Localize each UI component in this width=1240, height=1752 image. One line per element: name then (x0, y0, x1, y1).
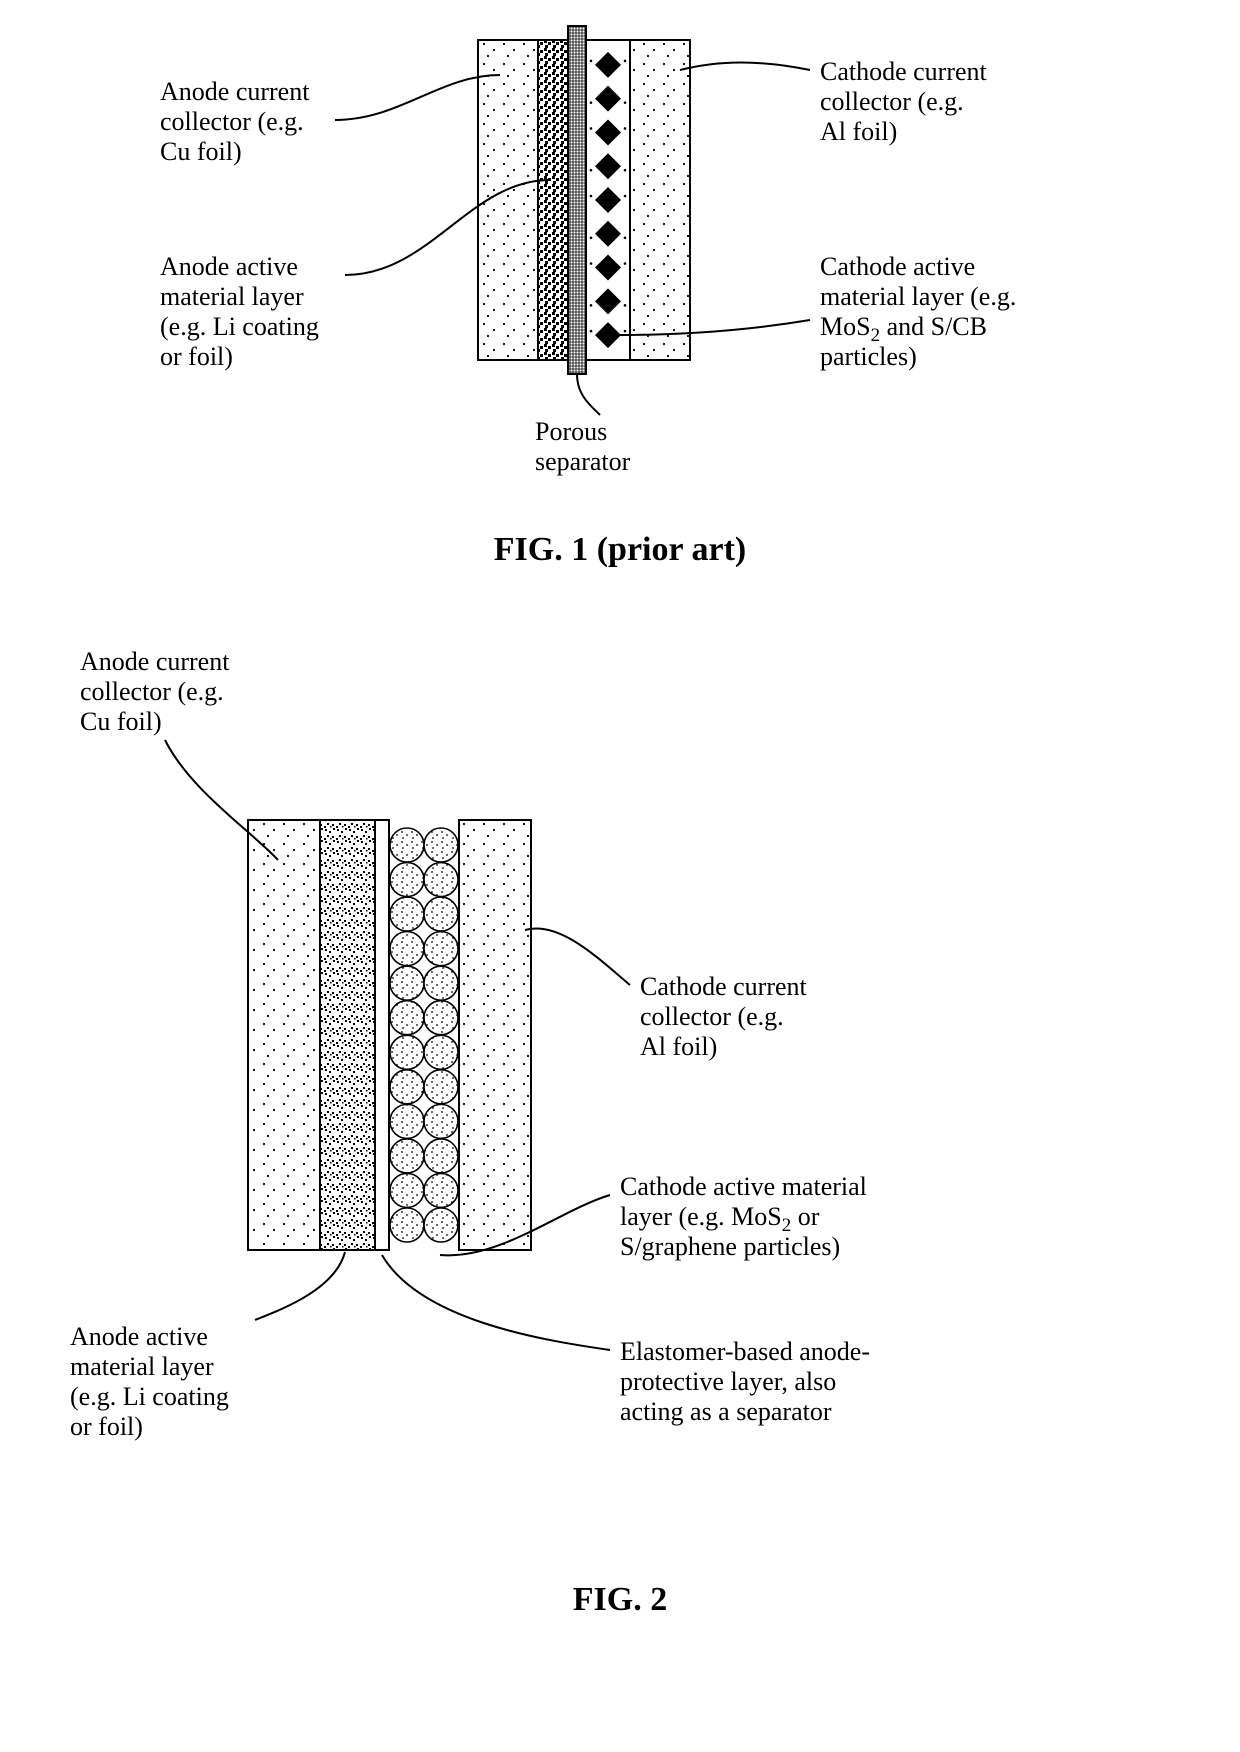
fig1-caption: FIG. 1 (prior art) (494, 531, 746, 568)
svg-text:protective layer, also: protective layer, also (620, 1367, 836, 1396)
cathode-particle (424, 1173, 458, 1207)
fig2-label-anode-active: Anode active material layer (e.g. Li coa… (70, 1252, 345, 1441)
svg-text:S/graphene particles): S/graphene particles) (620, 1232, 840, 1261)
cathode-particle (424, 1001, 458, 1035)
cathode-particle (390, 863, 424, 897)
svg-text:collector (e.g.: collector (e.g. (640, 1002, 784, 1031)
fig2-label-elastomer: Elastomer-based anode- protective layer,… (382, 1255, 870, 1426)
svg-text:(e.g. Li coating: (e.g. Li coating (70, 1382, 229, 1411)
cathode-particle (390, 1035, 424, 1069)
cathode-particle (424, 863, 458, 897)
cathode-particle (390, 1139, 424, 1173)
fig2-cathode-active (389, 820, 459, 1250)
cathode-particle (424, 1139, 458, 1173)
fig1-anode-active (538, 40, 568, 360)
cathode-particle (390, 1070, 424, 1104)
svg-text:particles): particles) (820, 342, 917, 371)
svg-text:or foil): or foil) (70, 1412, 143, 1441)
svg-text:separator: separator (535, 447, 631, 476)
cathode-particle (390, 1104, 424, 1138)
svg-text:Cathode current: Cathode current (820, 57, 988, 86)
svg-text:Cathode active material: Cathode active material (620, 1172, 867, 1201)
svg-text:material layer: material layer (70, 1352, 214, 1381)
figure-canvas: Anode current collector (e.g. Cu foil) A… (0, 0, 1240, 1752)
svg-text:Al foil): Al foil) (640, 1032, 717, 1061)
fig1-cathode-collector (630, 40, 690, 360)
svg-text:Porous: Porous (535, 417, 607, 446)
cathode-particle (390, 1001, 424, 1035)
cathode-particle (390, 932, 424, 966)
cathode-particle (424, 1208, 458, 1242)
cathode-particle (390, 966, 424, 1000)
fig1-label-anode-collector: Anode current collector (e.g. Cu foil) (160, 75, 500, 166)
cathode-particle (424, 1070, 458, 1104)
cathode-particle (424, 1035, 458, 1069)
svg-text:acting as a separator: acting as a separator (620, 1397, 832, 1426)
fig1-label-cathode-collector: Cathode current collector (e.g. Al foil) (680, 57, 988, 146)
fig2-label-cathode-collector: Cathode current collector (e.g. Al foil) (525, 928, 808, 1061)
svg-text:material layer: material layer (160, 282, 304, 311)
svg-text:Al foil): Al foil) (820, 117, 897, 146)
svg-text:Cathode active: Cathode active (820, 252, 975, 281)
svg-text:material layer (e.g.: material layer (e.g. (820, 282, 1016, 311)
fig1-label-separator: Porous separator (535, 374, 631, 476)
cathode-particle (424, 897, 458, 931)
svg-text:Anode current: Anode current (160, 77, 310, 106)
cathode-particle (424, 1104, 458, 1138)
fig1-separator (568, 26, 586, 374)
fig2-elastomer-layer (375, 820, 389, 1250)
cathode-particle (390, 1173, 424, 1207)
fig2-anode-active (320, 820, 375, 1250)
fig2-anode-collector (248, 820, 320, 1250)
svg-text:Elastomer-based anode-: Elastomer-based anode- (620, 1337, 870, 1366)
svg-text:collector (e.g.: collector (e.g. (820, 87, 964, 116)
cathode-particle (424, 828, 458, 862)
svg-text:Anode current: Anode current (80, 647, 230, 676)
svg-text:collector (e.g.: collector (e.g. (160, 107, 304, 136)
svg-text:Cu foil): Cu foil) (80, 707, 162, 736)
svg-text:Cathode current: Cathode current (640, 972, 808, 1001)
cathode-particle (390, 1208, 424, 1242)
svg-text:(e.g. Li coating: (e.g. Li coating (160, 312, 319, 341)
svg-text:or foil): or foil) (160, 342, 233, 371)
fig2-cathode-collector (459, 820, 531, 1250)
svg-text:Anode active: Anode active (160, 252, 298, 281)
cathode-particle (424, 932, 458, 966)
fig2: Anode current collector (e.g. Cu foil) C… (70, 647, 870, 1618)
fig2-caption: FIG. 2 (573, 1581, 667, 1618)
cathode-particle (390, 897, 424, 931)
svg-text:layer (e.g. MoS2 or: layer (e.g. MoS2 or (620, 1202, 820, 1236)
svg-text:Anode active: Anode active (70, 1322, 208, 1351)
svg-text:MoS2 and S/CB: MoS2 and S/CB (820, 312, 987, 346)
fig1: Anode current collector (e.g. Cu foil) A… (160, 26, 1016, 568)
cathode-particle (424, 966, 458, 1000)
svg-text:collector (e.g.: collector (e.g. (80, 677, 224, 706)
cathode-particle (390, 828, 424, 862)
svg-text:Cu foil): Cu foil) (160, 137, 242, 166)
